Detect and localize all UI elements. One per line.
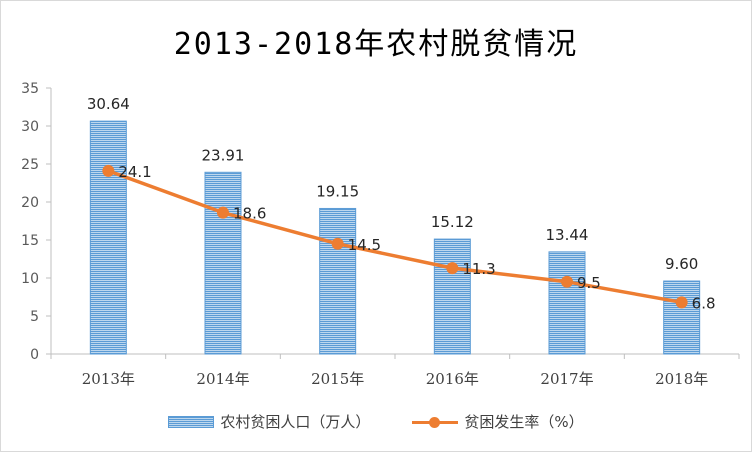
bar-data-label: 19.15 [316, 182, 359, 200]
line-data-label: 14.5 [348, 236, 381, 254]
line-point [561, 275, 573, 288]
line-point [331, 237, 344, 250]
bar [204, 171, 242, 355]
y-tick-label: 25 [21, 157, 39, 173]
line-point [675, 296, 688, 309]
line-point [446, 262, 459, 275]
line-data-label: 24.1 [118, 163, 151, 181]
y-tick-label: 35 [21, 81, 39, 97]
y-tick-label: 0 [30, 347, 39, 363]
bar [433, 238, 471, 355]
legend-label-bars: 农村贫困人口（万人） [220, 413, 371, 431]
bar-data-label: 13.44 [546, 226, 589, 244]
bar [548, 251, 586, 355]
x-tick-label: 2018年 [655, 370, 708, 388]
x-tick-label: 2015年 [311, 370, 364, 388]
y-tick-label: 15 [21, 233, 39, 249]
series-line [107, 169, 682, 305]
line-point [217, 206, 229, 219]
bar-data-label: 23.91 [202, 146, 245, 164]
line-data-label: 11.3 [462, 260, 495, 278]
y-tick-label: 5 [30, 309, 39, 325]
legend-label-line: 贫困发生率（%） [464, 413, 584, 431]
line-data-label: 18.6 [233, 205, 266, 223]
x-tick-label: 2016年 [426, 370, 479, 388]
x-tick-label: 2013年 [82, 370, 135, 388]
y-tick-label: 20 [21, 195, 39, 211]
line-data-label: 6.8 [692, 294, 716, 312]
legend-line-swatch [412, 416, 459, 428]
legend-bar-swatch [168, 415, 215, 428]
x-tick-label: 2014年 [196, 370, 249, 388]
bar-data-label: 15.12 [431, 213, 474, 231]
bar [663, 280, 701, 355]
y-tick-label: 30 [21, 119, 39, 135]
line-data-label: 9.5 [577, 274, 601, 292]
chart-legend: 农村贫困人口（万人） 贫困发生率（%） [1, 411, 751, 432]
bar-data-label: 30.64 [87, 95, 130, 113]
legend-item-line: 贫困发生率（%） [412, 411, 584, 432]
line-point [102, 164, 115, 177]
legend-item-bars: 农村贫困人口（万人） [168, 411, 370, 432]
bar [89, 120, 127, 355]
x-tick-label: 2017年 [540, 370, 593, 388]
chart-title: 2013-2018年农村脱贫情况 [173, 27, 579, 62]
bar [319, 207, 357, 355]
bar-data-label: 9.60 [665, 255, 698, 273]
y-tick-label: 10 [21, 271, 39, 287]
